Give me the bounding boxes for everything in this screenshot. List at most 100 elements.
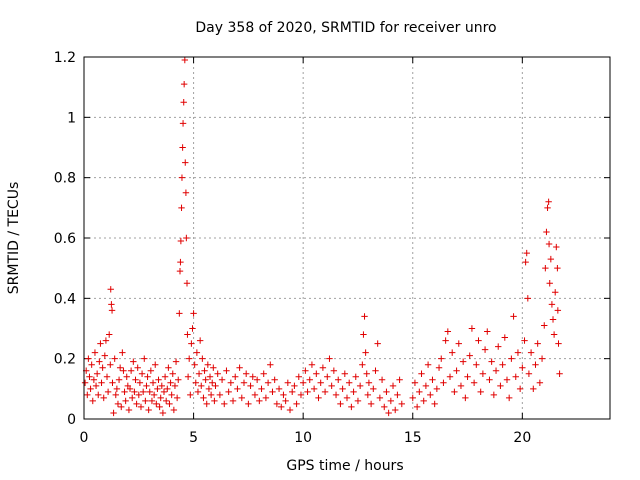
data-point (153, 400, 160, 408)
data-point (431, 400, 438, 408)
data-point (121, 388, 128, 396)
data-point (149, 379, 157, 386)
data-point (129, 394, 136, 402)
data-point (359, 361, 366, 368)
y-tick-label: 0.4 (54, 291, 76, 307)
data-point (446, 373, 454, 380)
y-tick-label: 1.2 (54, 50, 76, 66)
data-point (93, 370, 101, 377)
data-point (200, 394, 207, 402)
data-point (111, 355, 118, 362)
data-point (242, 370, 250, 377)
data-point (142, 397, 149, 405)
data-point (433, 385, 441, 393)
data-point (169, 370, 176, 377)
data-point (249, 373, 256, 380)
data-point (178, 174, 186, 181)
data-point (477, 388, 484, 396)
data-point (527, 349, 535, 356)
data-point (523, 249, 530, 257)
data-point (418, 370, 425, 377)
data-point (479, 370, 487, 377)
data-point (549, 316, 557, 323)
data-point (110, 409, 117, 417)
data-point (175, 376, 182, 383)
data-point (168, 391, 175, 399)
data-point (278, 403, 285, 411)
data-point (508, 355, 515, 362)
data-point (332, 391, 340, 399)
data-point (341, 370, 349, 377)
data-point (475, 337, 482, 344)
data-point (293, 400, 300, 408)
data-point (554, 264, 561, 272)
data-point (95, 391, 102, 399)
data-point (120, 367, 127, 374)
data-point (182, 159, 189, 166)
data-point (210, 364, 217, 371)
data-point (108, 301, 115, 308)
data-point (473, 361, 480, 368)
data-point (91, 349, 99, 356)
data-point (524, 295, 532, 302)
data-point (179, 144, 186, 151)
data-point (115, 376, 123, 383)
data-point (196, 337, 204, 344)
data-point (497, 382, 504, 390)
data-point (145, 406, 152, 414)
data-point (306, 376, 313, 383)
data-point (501, 334, 508, 341)
data-point (546, 280, 553, 287)
data-point (88, 361, 95, 368)
data-point (85, 355, 92, 362)
data-point (370, 385, 377, 393)
data-point (141, 355, 148, 362)
data-point (271, 376, 278, 383)
data-point (392, 406, 399, 414)
data-point (363, 370, 370, 377)
data-point (297, 391, 305, 399)
data-point (154, 385, 161, 393)
data-point (299, 379, 307, 386)
data-point (176, 310, 183, 317)
data-point (310, 385, 318, 393)
data-point (178, 204, 185, 212)
data-points (81, 56, 563, 417)
data-point (468, 325, 476, 332)
y-tick-label: 0.6 (54, 231, 76, 247)
data-point (148, 397, 156, 405)
data-point (444, 328, 452, 335)
data-point (225, 388, 232, 396)
data-point (495, 343, 502, 350)
data-point (394, 391, 401, 399)
data-point (470, 379, 478, 386)
data-point (161, 373, 169, 380)
data-point (138, 370, 146, 377)
data-point (330, 367, 338, 374)
data-point (112, 391, 119, 399)
data-point (466, 352, 473, 359)
x-axis-label: GPS time / hours (286, 458, 403, 474)
data-point (409, 394, 416, 402)
data-point (144, 373, 151, 380)
data-point (119, 349, 126, 356)
data-point (411, 379, 419, 386)
data-point (189, 325, 196, 332)
data-point (552, 289, 559, 296)
data-point (282, 397, 289, 405)
data-point (451, 388, 458, 396)
data-point (372, 367, 379, 374)
data-point (114, 400, 122, 408)
data-point (204, 361, 212, 368)
data-point (481, 346, 489, 353)
data-point (295, 373, 302, 380)
data-point (449, 349, 456, 356)
x-tick-label: 0 (80, 430, 89, 446)
data-point (343, 394, 351, 402)
data-point (139, 388, 147, 396)
data-point (183, 234, 190, 242)
data-point (553, 243, 560, 251)
data-point (302, 367, 309, 374)
data-point (304, 388, 311, 396)
